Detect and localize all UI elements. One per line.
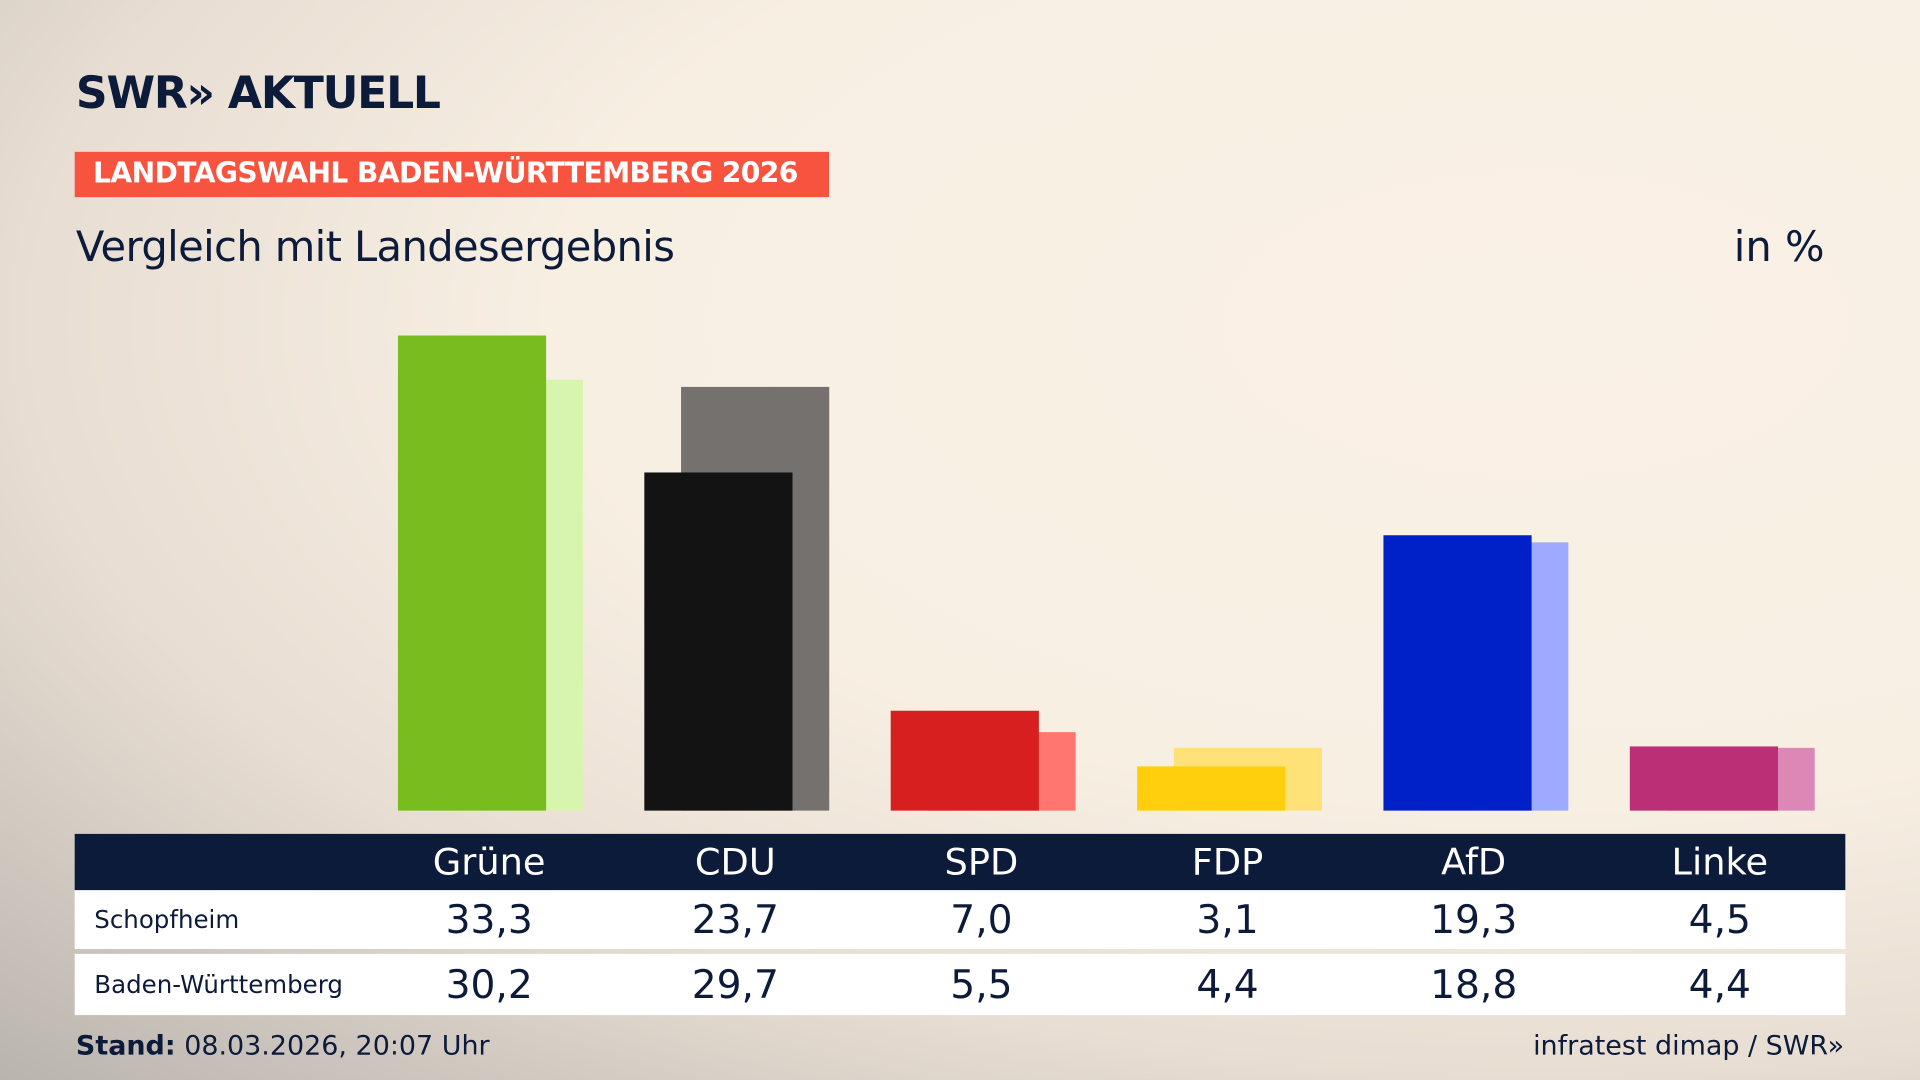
stand-label: Stand: bbox=[75, 1031, 176, 1062]
value-cell: 30,2 bbox=[445, 961, 533, 1008]
value-cell: 3,1 bbox=[1196, 896, 1259, 943]
bar-local-5 bbox=[1629, 746, 1778, 811]
bar-local-3 bbox=[1137, 766, 1286, 811]
swr-aktuell-logo: SWR» AKTUELL bbox=[75, 68, 441, 119]
unit-label: in % bbox=[1733, 222, 1825, 272]
value-cell: 33,3 bbox=[445, 896, 533, 943]
bar-local-0 bbox=[397, 335, 547, 811]
party-header: CDU bbox=[694, 840, 776, 884]
results-table: Grüne CDU SPD FDP AfD Linke Schopfheim 3… bbox=[74, 833, 1846, 1016]
table-row: Schopfheim 33,3 23,7 7,0 3,1 19,3 4,5 bbox=[74, 890, 1846, 949]
election-tag: LANDTAGSWAHL BADEN-WÜRTTEMBERG 2026 bbox=[74, 151, 829, 198]
timestamp: Stand: 08.03.2026, 20:07 Uhr bbox=[76, 1031, 490, 1062]
row-label: Baden-Württemberg bbox=[94, 969, 343, 1000]
party-header: Linke bbox=[1671, 840, 1769, 884]
value-cell: 4,5 bbox=[1688, 896, 1751, 943]
row-label: Schopfheim bbox=[94, 904, 240, 935]
stand-value: 08.03.2026, 20:07 Uhr bbox=[184, 1031, 490, 1062]
party-header: AfD bbox=[1441, 840, 1507, 884]
value-cell: 18,8 bbox=[1430, 961, 1518, 1008]
value-cell: 4,4 bbox=[1688, 961, 1751, 1008]
source-credit: infratest dimap / SWR» bbox=[1533, 1031, 1845, 1062]
value-cell: 5,5 bbox=[950, 961, 1013, 1008]
value-cell: 7,0 bbox=[950, 896, 1013, 943]
value-cell: 19,3 bbox=[1430, 896, 1518, 943]
party-header: SPD bbox=[944, 840, 1019, 884]
bar-local-4 bbox=[1383, 535, 1532, 811]
party-header: Grüne bbox=[432, 840, 546, 884]
value-cell: 23,7 bbox=[691, 896, 779, 943]
table-header: Grüne CDU SPD FDP AfD Linke bbox=[74, 833, 1846, 891]
value-cell: 4,4 bbox=[1196, 961, 1259, 1008]
value-cell: 29,7 bbox=[691, 961, 779, 1008]
party-header: FDP bbox=[1191, 840, 1264, 884]
table-row: Baden-Württemberg 30,2 29,7 5,5 4,4 18,8… bbox=[74, 953, 1846, 1016]
bar-local-2 bbox=[890, 710, 1039, 811]
bar-local-1 bbox=[644, 472, 793, 811]
chart-subtitle: Vergleich mit Landesergebnis bbox=[75, 222, 675, 272]
